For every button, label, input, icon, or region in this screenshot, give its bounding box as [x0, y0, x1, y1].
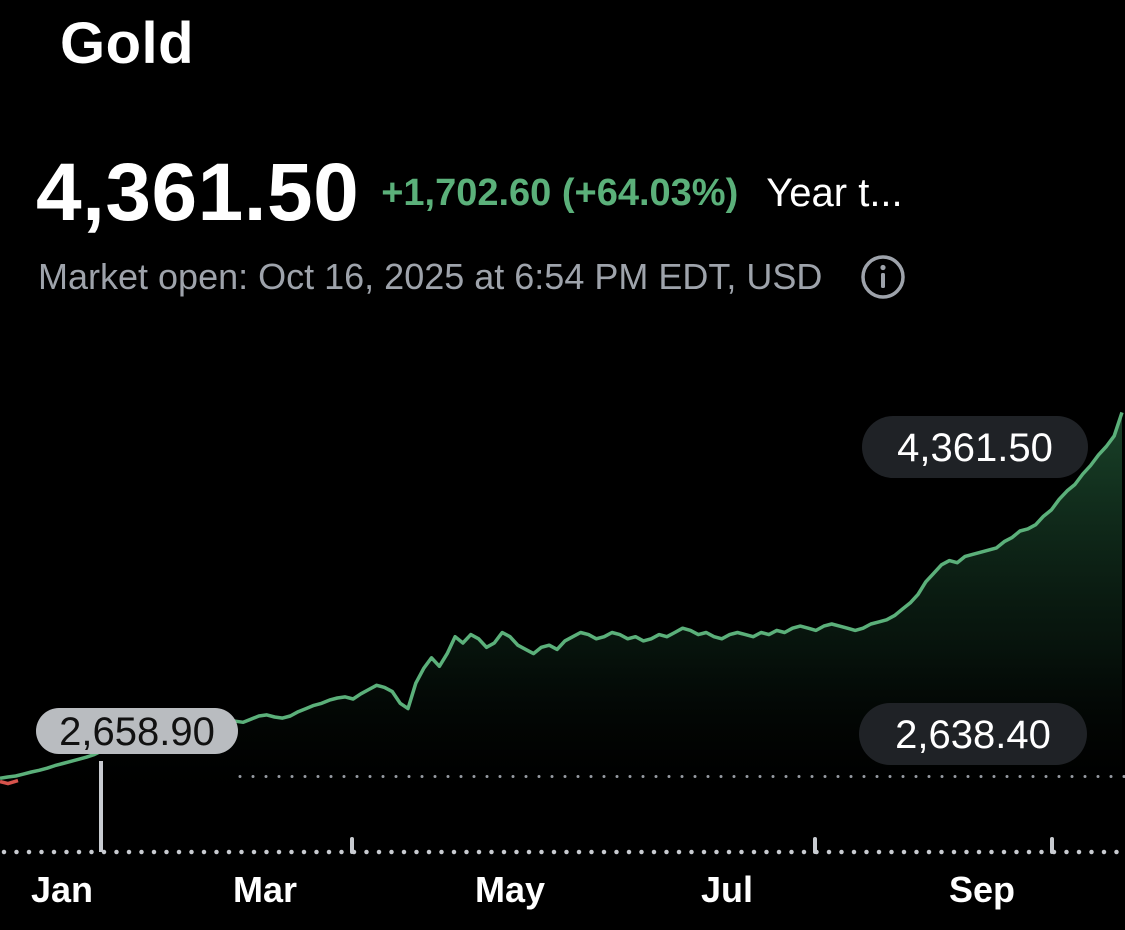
market-status: Market open: Oct 16, 2025 at 6:54 PM EDT…	[38, 256, 823, 297]
price-chart[interactable]: Jan Mar May Jul Sep 4,361.50 2,638.40 2,658.90	[0, 400, 1125, 930]
x-tick-label: Mar	[233, 869, 297, 910]
start-value-label-text: 2,658.90	[59, 710, 215, 754]
x-tick-label: Jan	[31, 869, 93, 910]
previous-close-label: 2,638.40	[859, 703, 1087, 765]
start-value-label-bg	[36, 708, 238, 754]
x-tick-label: Sep	[949, 869, 1015, 910]
previous-close-label-bg	[859, 703, 1087, 765]
market-status-row: Market open: Oct 16, 2025 at 6:54 PM EDT…	[38, 252, 906, 302]
page-title: Gold	[60, 11, 195, 76]
last-value-label-bg	[862, 416, 1088, 478]
last-value-label-text: 4,361.50	[897, 426, 1053, 470]
last-value-label: 4,361.50	[862, 416, 1088, 478]
price-change: +1,702.60 (+64.03%)	[381, 171, 739, 214]
price-row: 4,361.50 +1,702.60 (+64.03%) Year t...	[36, 147, 903, 238]
info-circle-icon[interactable]	[860, 254, 906, 300]
start-value-label: 2,658.90	[36, 708, 238, 754]
price-area	[0, 412, 1122, 810]
previous-close-label-text: 2,638.40	[895, 713, 1051, 757]
x-tick-label: May	[475, 869, 545, 910]
range-selector[interactable]: Year t...	[766, 170, 903, 215]
x-tick-label: Jul	[701, 869, 753, 910]
current-price: 4,361.50	[36, 147, 360, 238]
